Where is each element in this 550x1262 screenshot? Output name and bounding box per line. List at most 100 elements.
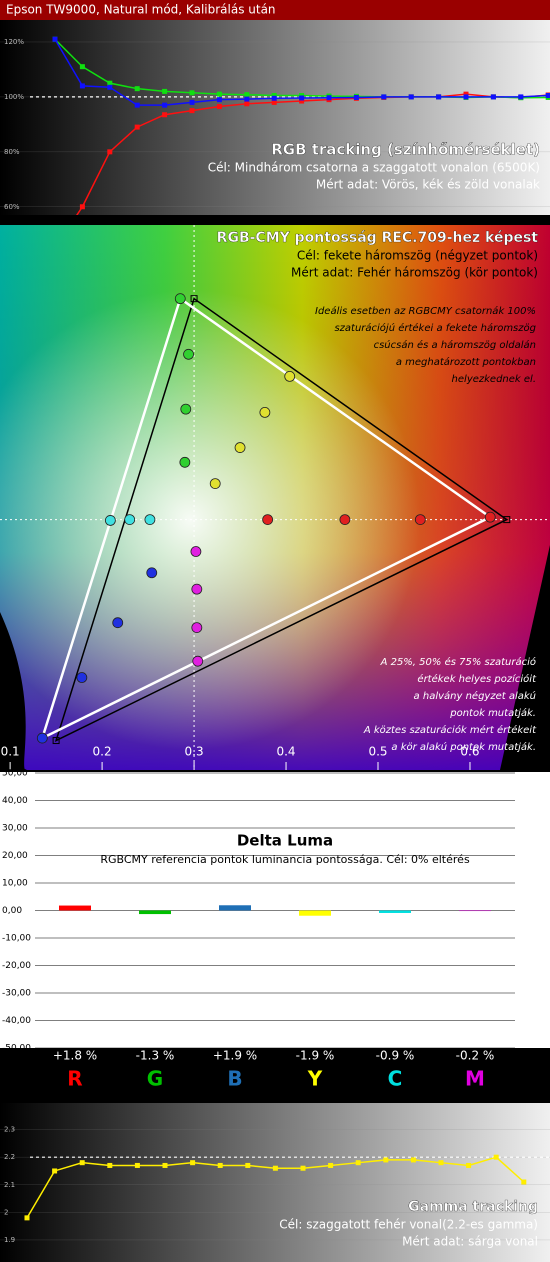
x-tick-label: 0.4 xyxy=(276,745,295,759)
x-tick-label: 0.5 xyxy=(368,745,387,759)
note: A 25%, 50% és 75% szaturáció xyxy=(380,656,536,668)
point xyxy=(259,406,271,418)
point xyxy=(107,80,113,86)
y-tick-label: 50,00 xyxy=(2,769,28,779)
y-tick-label: -20,00 xyxy=(2,961,31,971)
point xyxy=(107,149,113,155)
point xyxy=(209,478,221,489)
point xyxy=(183,348,194,360)
point xyxy=(107,1162,113,1168)
value-label: -0.2 % xyxy=(456,1049,495,1063)
point xyxy=(234,442,246,453)
point xyxy=(493,1154,499,1160)
point xyxy=(410,1157,416,1163)
header-bar xyxy=(0,0,550,20)
y-tick-label: -40,00 xyxy=(2,1016,31,1026)
point xyxy=(191,622,203,634)
note: a halvány négyzet alakú xyxy=(414,690,536,702)
point xyxy=(192,655,204,667)
bar xyxy=(59,905,91,911)
point xyxy=(76,672,88,683)
point xyxy=(244,101,250,107)
point xyxy=(191,583,203,595)
y-tick-label: 80% xyxy=(4,148,20,156)
point xyxy=(408,94,414,100)
bar xyxy=(299,910,331,916)
plot: 2.3 2.2 2.1 2 1.9 xyxy=(0,1126,550,1244)
point xyxy=(36,732,48,744)
point xyxy=(104,515,116,526)
annotation: Mért adat: Fehér háromszög (kör pontok) xyxy=(291,266,538,280)
y-tick-label: 120% xyxy=(4,38,24,46)
point xyxy=(189,90,195,96)
point xyxy=(271,93,277,99)
point xyxy=(162,112,168,118)
y-tick-label: -30,00 xyxy=(2,989,31,999)
annotation: Cél: Mindhárom csatorna a szaggatott von… xyxy=(208,161,540,175)
bar xyxy=(219,905,251,911)
category-label: G xyxy=(147,1067,163,1091)
target-point xyxy=(503,516,511,524)
point xyxy=(299,95,305,101)
point xyxy=(52,1168,58,1174)
point xyxy=(328,1162,334,1168)
rgb-bg xyxy=(0,20,550,215)
point xyxy=(383,1157,389,1163)
chart-title: Delta Luma xyxy=(237,832,333,850)
point xyxy=(134,1162,140,1168)
point xyxy=(299,98,305,104)
point xyxy=(112,617,124,629)
point xyxy=(52,36,58,42)
x-tick-label: 0.2 xyxy=(93,745,112,759)
category-label: R xyxy=(67,1067,82,1091)
point xyxy=(244,96,250,102)
point xyxy=(79,64,85,70)
point xyxy=(284,370,296,382)
point xyxy=(245,1162,251,1168)
point xyxy=(134,102,140,108)
point xyxy=(521,1179,527,1185)
y-tick-label: 30,00 xyxy=(2,824,28,834)
x-tick-label: 0.1 xyxy=(1,745,20,759)
point xyxy=(107,84,113,90)
category-label: Y xyxy=(307,1067,323,1091)
note: csúcsán és a háromszög oldalán xyxy=(374,339,536,351)
point xyxy=(134,86,140,92)
point xyxy=(381,94,387,100)
point xyxy=(216,97,222,103)
annotation: Cél: szaggatott fehér vonal(2.2-es gamma… xyxy=(279,1218,538,1232)
target-point xyxy=(52,737,60,745)
note: szaturációjú értékei a fekete háromszög xyxy=(334,322,536,334)
target-point xyxy=(190,295,198,303)
point xyxy=(484,511,496,523)
point xyxy=(216,91,222,97)
value-label: -0.9 % xyxy=(376,1049,415,1063)
y-tick-label: 2 xyxy=(4,1208,8,1216)
point xyxy=(162,102,168,108)
point xyxy=(414,514,426,525)
cie-bg-white xyxy=(0,225,550,770)
chart-title: Gamma tracking xyxy=(408,1199,538,1215)
point xyxy=(162,1162,168,1168)
point xyxy=(545,93,550,99)
point xyxy=(300,1165,306,1171)
point xyxy=(262,514,274,525)
category-label: M xyxy=(465,1067,485,1091)
point xyxy=(124,514,136,525)
category-label: C xyxy=(388,1067,403,1091)
point xyxy=(244,92,250,98)
chart-subtitle: RGBCMY referencia pontok luminancia pont… xyxy=(100,853,470,866)
point xyxy=(438,1160,444,1166)
y-tick-label: 2.2 xyxy=(4,1153,15,1161)
point xyxy=(518,94,524,100)
note: pontok mutatják. xyxy=(449,707,536,719)
point xyxy=(79,83,85,89)
luma-bg xyxy=(0,772,550,1062)
note: a meghatározott pontokban xyxy=(396,356,536,368)
annotation: Mért adat: Vörös, kék és zöld vonalak xyxy=(316,178,540,192)
point xyxy=(271,95,277,101)
value-label: +1.8 % xyxy=(53,1049,97,1063)
point xyxy=(436,94,442,100)
point xyxy=(79,1160,85,1166)
note: értékek helyes pozícióit xyxy=(417,673,537,685)
